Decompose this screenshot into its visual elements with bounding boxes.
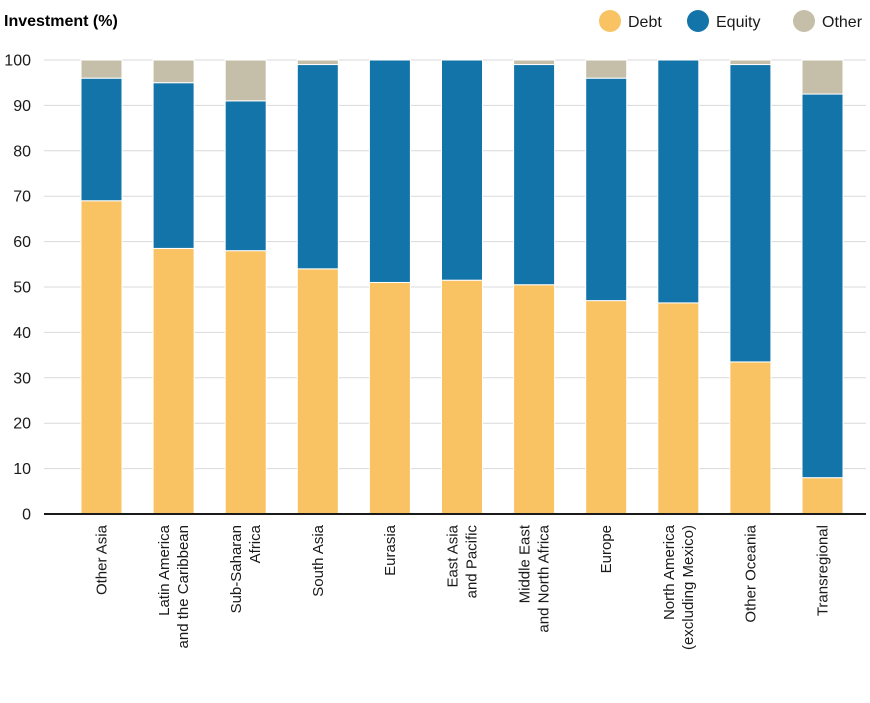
bar-segment-debt: [296, 268, 339, 515]
x-category-label: and the Caribbean: [175, 525, 192, 648]
bar-segment-equity: [441, 59, 483, 281]
y-tick-label: 50: [13, 280, 31, 297]
bar-segment-debt: [152, 247, 195, 515]
y-tick-label: 60: [13, 234, 31, 251]
x-category-label: Europe: [598, 525, 615, 573]
bar-segment-other: [585, 59, 628, 79]
y-tick-label: 70: [13, 189, 31, 206]
x-category-label: East Asia: [445, 524, 462, 587]
bar-segment-debt: [657, 302, 700, 515]
y-tick-label: 80: [13, 143, 31, 160]
x-category-label: North America: [661, 524, 678, 620]
x-category-label: Transregional: [815, 525, 832, 616]
bar-segment-equity: [224, 100, 267, 252]
bar-segment-equity: [585, 77, 628, 302]
bar-segment-equity: [657, 59, 700, 304]
y-tick-label: 10: [13, 461, 31, 478]
bar-segment-debt: [729, 361, 772, 515]
legend-swatch-debt: [599, 10, 621, 32]
bar-segment-debt: [585, 300, 628, 515]
legend: Debt Equity Other: [599, 10, 863, 32]
bar-segment-other: [152, 59, 195, 84]
bar-segment-equity: [801, 93, 844, 479]
bar-segment-other: [801, 59, 844, 95]
x-category-labels: Other Asia Latin America and the Caribbean…: [94, 524, 832, 650]
y-tick-label: 40: [13, 325, 31, 342]
y-tick-labels: 0 10 20 30 40 50 60 70 80 90 100: [4, 53, 31, 524]
bar-segment-equity: [729, 64, 772, 363]
legend-label-debt: Debt: [628, 14, 662, 31]
bar-segment-other: [296, 59, 339, 66]
x-category-label: Other Asia: [94, 524, 111, 595]
bar-segment-debt: [801, 477, 844, 515]
x-category-label: and North Africa: [536, 524, 553, 632]
bars: [80, 59, 844, 515]
bar-segment-debt: [441, 279, 483, 515]
bar-segment-debt: [80, 200, 123, 515]
bar-segment-other: [729, 59, 772, 66]
x-category-label: and Pacific: [464, 525, 481, 599]
y-tick-label: 0: [22, 507, 31, 524]
x-category-label: South Asia: [310, 524, 327, 596]
legend-label-equity: Equity: [716, 14, 760, 31]
legend-swatch-other: [793, 10, 815, 32]
bar-segment-other: [513, 59, 556, 66]
bar-segment-equity: [368, 59, 411, 283]
bar-segment-debt: [513, 284, 556, 515]
x-category-label: Eurasia: [382, 524, 399, 576]
x-category-label: Africa: [247, 524, 264, 563]
x-category-label: Sub-Saharan: [228, 525, 245, 613]
bar-segment-other: [80, 59, 123, 79]
y-tick-label: 90: [13, 98, 31, 115]
x-category-label: (excluding Mexico): [680, 525, 697, 650]
bar-segment-debt: [368, 281, 411, 515]
y-tick-label: 20: [13, 416, 31, 433]
legend-swatch-equity: [687, 10, 709, 32]
y-axis-title: Investment (%): [4, 13, 118, 30]
y-tick-label: 100: [4, 53, 31, 70]
bar-segment-debt: [224, 250, 267, 515]
bar-segment-equity: [513, 64, 556, 286]
legend-label-other: Other: [822, 14, 863, 31]
x-category-label: Middle East: [517, 524, 534, 603]
bar-segment-equity: [80, 77, 123, 202]
x-category-label: Latin America: [156, 524, 173, 616]
x-category-label: Other Oceania: [742, 524, 759, 622]
bar-segment-equity: [152, 82, 195, 249]
y-tick-label: 30: [13, 370, 31, 387]
bar-segment-equity: [296, 64, 339, 270]
bar-segment-other: [224, 59, 267, 102]
